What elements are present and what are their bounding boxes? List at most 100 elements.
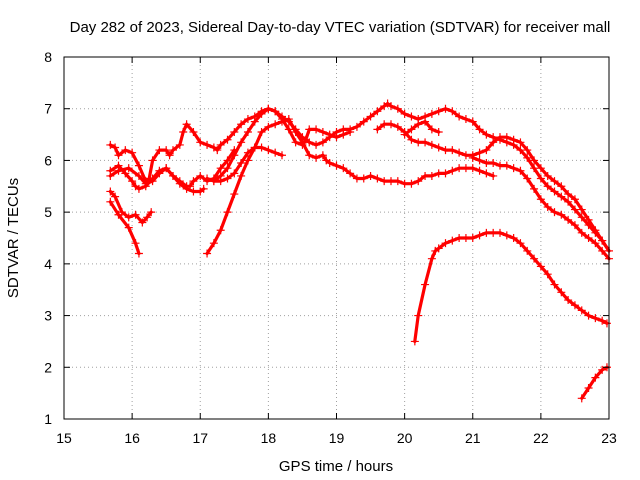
- data-point: [468, 153, 477, 162]
- data-point: [387, 177, 395, 186]
- data-point: [598, 316, 607, 325]
- data-point: [530, 156, 539, 165]
- data-point: [434, 169, 443, 178]
- data-point: [570, 195, 579, 204]
- data-point: [106, 171, 115, 180]
- data-point: [598, 246, 607, 255]
- data-point: [591, 226, 600, 235]
- data-point: [407, 135, 416, 144]
- data-point: [196, 138, 205, 147]
- data-point: [400, 130, 409, 139]
- data-point: [468, 164, 477, 173]
- data-point: [434, 244, 443, 253]
- data-point: [564, 296, 573, 305]
- data-point: [117, 208, 126, 217]
- y-tick-label: 5: [44, 204, 52, 220]
- series-track-l: [410, 228, 611, 346]
- data-point: [489, 171, 498, 180]
- data-point: [203, 249, 212, 258]
- data-point: [223, 208, 232, 217]
- data-point: [106, 187, 115, 196]
- data-point: [482, 228, 491, 237]
- y-tick-label: 6: [44, 152, 52, 168]
- data-point: [138, 218, 147, 227]
- x-tick-label: 21: [465, 430, 481, 446]
- data-point: [496, 161, 504, 170]
- data-point: [312, 153, 321, 162]
- data-point: [147, 208, 156, 217]
- data-point: [543, 270, 552, 279]
- data-point: [359, 174, 368, 183]
- data-point: [312, 125, 321, 134]
- data-point: [448, 166, 457, 175]
- data-point: [318, 127, 327, 136]
- data-point: [400, 109, 409, 118]
- data-point: [570, 301, 579, 310]
- data-point: [257, 143, 266, 152]
- x-tick-label: 17: [192, 430, 208, 446]
- data-point: [543, 202, 552, 211]
- data-point: [509, 135, 518, 144]
- data-point: [523, 146, 532, 155]
- data-point: [468, 234, 477, 242]
- data-point: [461, 234, 470, 242]
- data-point: [271, 148, 280, 157]
- data-point: [448, 107, 457, 116]
- data-point: [186, 182, 195, 191]
- y-tick-label: 1: [44, 411, 52, 427]
- data-point: [441, 239, 450, 248]
- data-point: [591, 314, 600, 323]
- x-tick-label: 16: [124, 430, 140, 446]
- data-point: [393, 122, 402, 131]
- data-point: [557, 288, 566, 297]
- data-point: [352, 174, 361, 183]
- data-point: [414, 177, 423, 186]
- data-point: [414, 138, 423, 147]
- data-point: [134, 171, 143, 180]
- data-point: [179, 127, 188, 136]
- data-point: [291, 125, 300, 134]
- data-point: [496, 133, 504, 142]
- data-point: [455, 234, 464, 242]
- data-point: [189, 127, 198, 136]
- data-point: [169, 146, 177, 155]
- data-point: [243, 115, 252, 124]
- y-axis: 1 2 3 4 5 6 7 8: [44, 49, 609, 427]
- data-point: [536, 164, 545, 173]
- data-point: [550, 177, 559, 186]
- data-point: [461, 151, 470, 160]
- data-point: [489, 138, 498, 147]
- data-point: [577, 205, 586, 214]
- data-point: [475, 166, 484, 175]
- data-point: [475, 231, 484, 240]
- series-line: [580, 365, 609, 400]
- data-point: [496, 228, 504, 237]
- data-point: [502, 133, 511, 142]
- x-axis-label: GPS time / hours: [279, 458, 393, 475]
- data-point: [577, 213, 586, 222]
- chart-title: Day 282 of 2023, Sidereal Day-to-day VTE…: [70, 19, 611, 36]
- data-point: [516, 166, 525, 175]
- data-point: [106, 140, 115, 149]
- data-point: [523, 246, 532, 255]
- data-point: [162, 146, 171, 155]
- data-point: [421, 117, 430, 126]
- data-point: [455, 148, 464, 157]
- data-point: [148, 156, 157, 165]
- data-point: [564, 215, 573, 224]
- data-point: [516, 138, 525, 147]
- data-point: [557, 192, 566, 201]
- data-point: [243, 148, 252, 157]
- data-point: [550, 280, 559, 289]
- series-line: [205, 117, 495, 256]
- data-point: [584, 383, 593, 392]
- data-point: [455, 112, 464, 121]
- series-track-m: [577, 363, 611, 403]
- series-line: [212, 101, 611, 253]
- data-point: [305, 138, 314, 147]
- x-tick-label: 15: [56, 430, 72, 446]
- data-point: [536, 262, 545, 271]
- data-point: [577, 394, 586, 403]
- data-point: [421, 280, 430, 289]
- data-point: [145, 174, 154, 183]
